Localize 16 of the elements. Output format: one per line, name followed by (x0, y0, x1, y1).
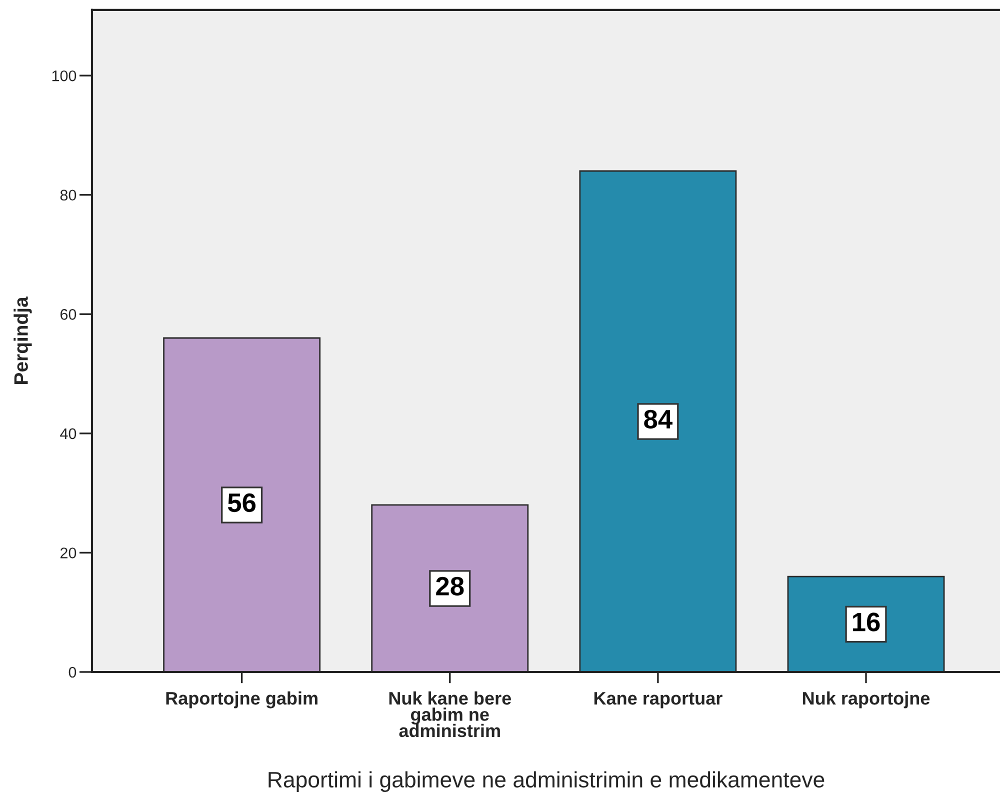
x-tick-label: Nuk raportojne (803, 691, 930, 708)
x-tick-label: Kane raportuar (594, 692, 722, 708)
x-tick-label: Nuk kane bere gabim ne administrim (389, 691, 511, 738)
y-tick-label: 40 (60, 428, 76, 440)
data-label: 28 (436, 576, 464, 596)
data-label: 84 (644, 410, 672, 429)
y-tick-label: 20 (60, 548, 76, 558)
y-axis-title: Perqindja (14, 296, 32, 384)
data-label: 56 (228, 493, 256, 512)
x-axis-title: Raportimi i gabimeve ne administrimin e medikamenteve (268, 771, 824, 792)
y-tick-label: 80 (60, 190, 76, 201)
x-tick-label: Raportojne gabim (166, 691, 318, 708)
y-tick-label: 0 (68, 666, 76, 678)
data-label: 16 (852, 612, 880, 632)
y-tick-label: 100 (52, 70, 76, 82)
y-tick-label: 60 (60, 309, 76, 320)
